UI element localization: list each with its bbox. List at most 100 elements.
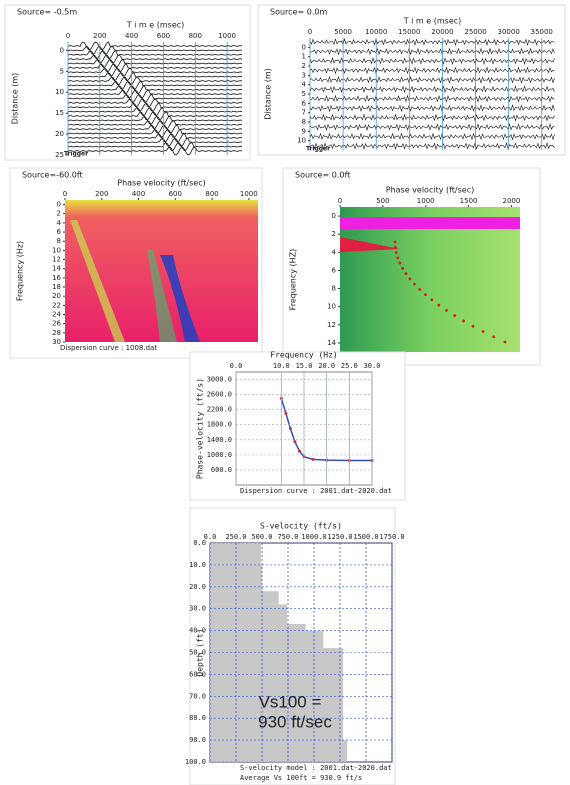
pick (453, 314, 457, 318)
x-tick-label: 1500.0 (353, 533, 378, 541)
trace (67, 67, 243, 77)
dispersion-point (284, 411, 288, 415)
x-tick-label: 1000 (218, 32, 236, 40)
y-tick-label: 18 (52, 283, 61, 291)
x-tick-label: 20.0 (318, 362, 335, 370)
trace (67, 107, 243, 116)
y-tick-label: 26 (52, 320, 61, 328)
x-tick-label: 0.0 (230, 362, 243, 370)
trace (309, 85, 555, 94)
y-tick-label: 10 (55, 88, 64, 96)
pick (481, 330, 485, 333)
x-tick-label: 800 (205, 190, 218, 198)
y-axis-label: Distance (m) (264, 68, 273, 120)
x-tick-label: 0 (338, 197, 342, 205)
y-axis-label: Phase-velocity (ft/s) (196, 378, 205, 479)
trace (309, 66, 555, 75)
x-tick-label: 250.0 (225, 533, 246, 541)
x-tick-label: 10000 (365, 28, 387, 36)
trace (67, 102, 243, 112)
trace (67, 133, 243, 143)
y-tick-label: 0.0 (193, 539, 206, 547)
pick (462, 319, 465, 323)
y-tick-label: 50.0 (189, 649, 206, 657)
trace (67, 89, 243, 99)
trace (67, 41, 243, 51)
trace (309, 75, 555, 84)
x-tick-label: 25.0 (341, 362, 358, 370)
y-tick-label: 3000.0 (207, 376, 232, 384)
pick (398, 261, 402, 265)
y-tick-label: 70.0 (189, 692, 206, 700)
pick (394, 251, 398, 254)
x-tick-label: 400 (132, 190, 145, 198)
trace (310, 47, 555, 56)
x-tick-label: 1500 (460, 197, 478, 205)
y-tick-label: 600.0 (211, 466, 232, 474)
annotation: 930 ft/sec (258, 712, 332, 731)
y-tick-label: 30 (52, 338, 61, 346)
trace (67, 76, 243, 86)
y-tick-label: 30.0 (189, 605, 206, 613)
note: Trigger (306, 146, 330, 153)
x-axis-label: S-velocity (ft/s) (260, 522, 342, 531)
y-tick-label: 12 (327, 321, 336, 329)
y-tick-label: 20 (52, 292, 61, 300)
y-tick-label: 8 (57, 237, 61, 245)
x-tick-label: 200 (93, 32, 106, 40)
x-tick-label: 30000 (498, 28, 520, 36)
y-tick-label: 2 (57, 210, 61, 218)
annotation: Vs100 = (259, 692, 322, 711)
layer (210, 543, 261, 565)
spectrum (340, 207, 520, 352)
pick (404, 272, 408, 275)
spectrum-band (340, 237, 400, 252)
pick (393, 240, 397, 244)
x-tick-label: 800 (189, 32, 202, 40)
x-tick-label: 1250.0 (327, 533, 352, 541)
x-tick-label: 400 (125, 32, 138, 40)
y-tick-label: 5 (60, 67, 64, 75)
trace (309, 94, 555, 103)
spectrum-band (70, 220, 125, 342)
y-tick-label: 10.0 (189, 561, 206, 569)
y-axis-label: Frequency (HZ) (289, 249, 298, 311)
x-tick-label: 15.0 (296, 362, 313, 370)
x-tick-label: 500 (376, 197, 389, 205)
panel: 0.0 250.0 500.0 750.0 1000.0 1250.0 1500.0 1750… (185, 507, 405, 785)
pick (445, 309, 448, 312)
trace (67, 115, 243, 125)
y-tick-label: 25 (55, 151, 64, 159)
x-axis-label: Phase velocity (ft/sec) (117, 179, 205, 188)
x-tick-label: 500.0 (251, 533, 272, 541)
x-tick-label: 5000 (334, 28, 352, 36)
layer (210, 740, 348, 762)
trace (67, 142, 243, 152)
source-label: Source=-60.0ft (22, 171, 83, 180)
x-axis-label: T i m e (msec) (403, 17, 462, 26)
trace (67, 85, 243, 95)
x-tick-label: 0 (63, 190, 67, 198)
trace (309, 104, 555, 113)
source-label: Source= -0.5m (17, 8, 77, 17)
y-tick-label: 9 (302, 127, 306, 135)
pick (471, 324, 475, 328)
y-tick-label: 8 (302, 118, 306, 126)
y-tick-label: 10 (297, 137, 306, 145)
x-tick-label: 30.0 (364, 362, 381, 370)
pick (418, 287, 422, 291)
trace (309, 38, 555, 47)
note: Trigger (64, 151, 88, 158)
y-tick-label: 20 (55, 130, 64, 138)
y-tick-label: 3 (302, 71, 306, 79)
note: Dispersion curve : 1008.dat (60, 344, 157, 352)
x-tick-label: 0 (308, 28, 312, 36)
y-tick-label: 2 (332, 230, 336, 238)
layer (210, 630, 324, 649)
layer (210, 624, 306, 631)
trace (67, 98, 243, 108)
y-tick-label: 28 (52, 329, 61, 337)
y-tick-label: 14 (52, 265, 61, 273)
